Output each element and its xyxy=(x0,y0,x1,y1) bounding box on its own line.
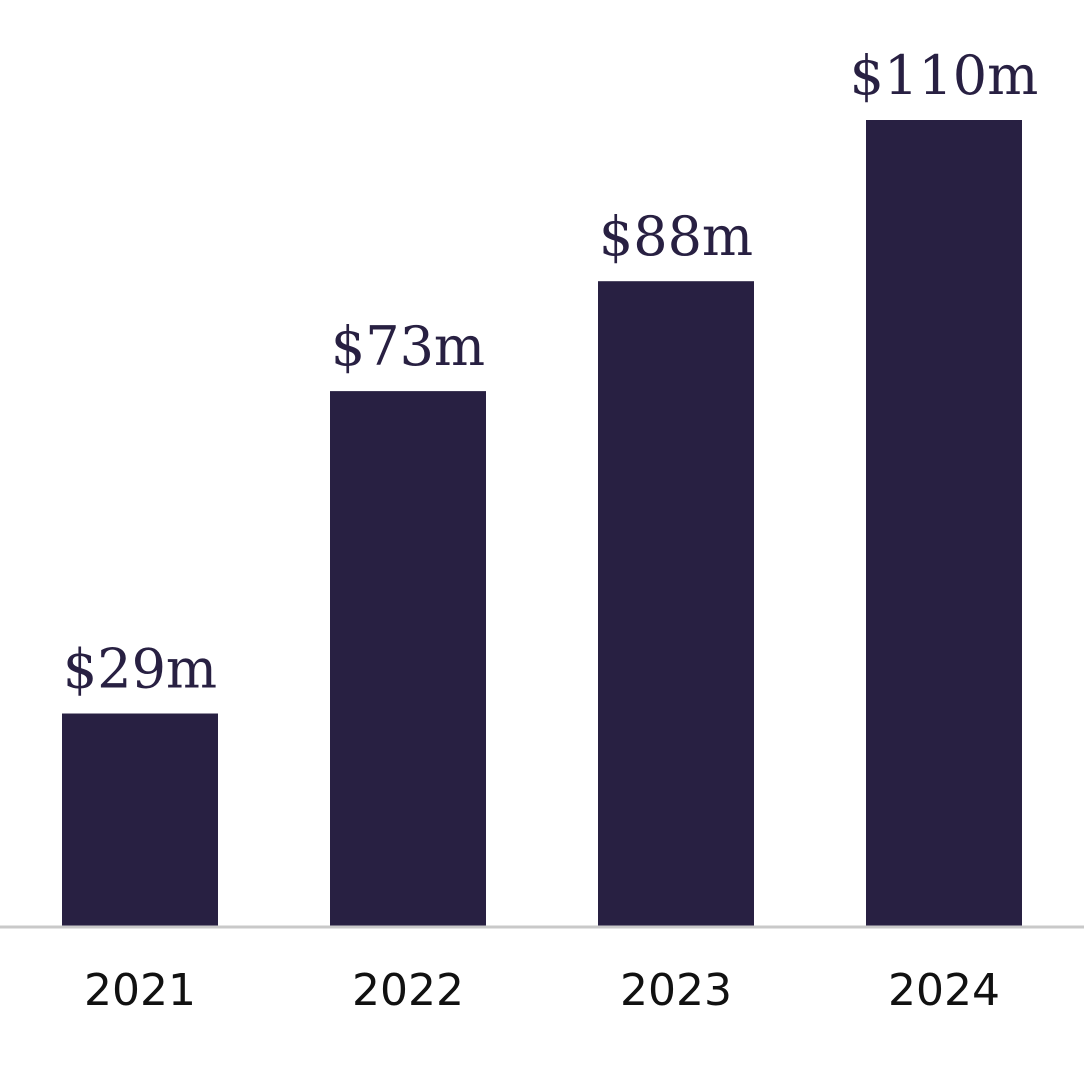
x-tick-label-2023: 2023 xyxy=(620,965,732,1016)
bars-layer xyxy=(62,120,1022,926)
x-tick-label-2022: 2022 xyxy=(352,965,464,1016)
bar-2021 xyxy=(62,713,218,926)
value-label-2021: $29m xyxy=(63,638,217,701)
value-labels-layer: $29m $73m $88m $110m xyxy=(63,44,1038,701)
bar-2024 xyxy=(866,120,1022,926)
value-label-2024: $110m xyxy=(850,44,1039,107)
x-tick-labels-layer: 2021 2022 2023 2024 xyxy=(84,965,1000,1016)
x-tick-label-2021: 2021 xyxy=(84,965,196,1016)
bar-2023 xyxy=(598,281,754,926)
x-tick-label-2024: 2024 xyxy=(888,965,1000,1016)
value-label-2023: $88m xyxy=(599,205,753,268)
bar-2022 xyxy=(330,391,486,926)
value-label-2022: $73m xyxy=(331,315,485,378)
